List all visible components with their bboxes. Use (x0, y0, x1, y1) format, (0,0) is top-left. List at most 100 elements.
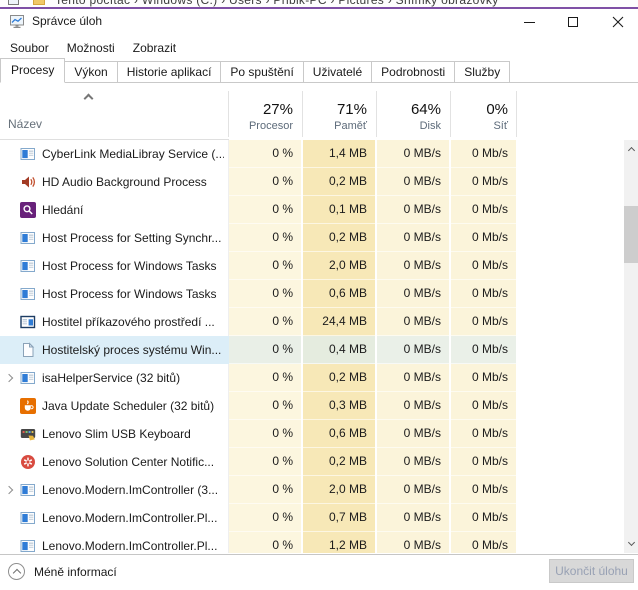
app-window-icon (20, 146, 36, 162)
minimize-button[interactable] (510, 9, 548, 35)
network-cell: 0 Mb/s (451, 392, 516, 420)
process-name: Lenovo Solution Center Notific... (42, 455, 215, 469)
process-list: CyberLink MediaLibray Service (... 0 % 1,4… (0, 140, 624, 553)
network-cell: 0 Mb/s (451, 336, 516, 364)
disk-column-label: Disk (419, 120, 441, 132)
disk-cell: 0 MB/s (377, 280, 449, 308)
expand-chevron-icon[interactable] (4, 373, 14, 383)
maximize-icon (568, 17, 578, 27)
column-name[interactable]: Název (8, 117, 43, 131)
column-cpu[interactable]: 27% Procesor (229, 100, 301, 134)
memory-cell: 0,3 MB (303, 392, 375, 420)
app-window-icon (20, 286, 36, 302)
expand-chevron-icon[interactable] (4, 485, 14, 495)
process-row[interactable]: Host Process for Windows Tasks 0 % 0,6 MB 0… (0, 280, 624, 308)
less-info-toggle[interactable]: Méně informací (8, 563, 117, 580)
vertical-scrollbar (624, 140, 638, 553)
tab-sluzby[interactable]: Služby (454, 61, 511, 83)
tab-procesy[interactable]: Procesy (0, 58, 66, 83)
tab-historie-aplikaci[interactable]: Historie aplikací (116, 61, 222, 83)
tab-vykon[interactable]: Výkon (64, 61, 118, 83)
app-window-icon (20, 482, 36, 498)
task-manager-icon (9, 13, 25, 29)
column-memory[interactable]: 71% Paměť (303, 100, 375, 134)
scroll-up-button[interactable] (624, 142, 638, 156)
process-row[interactable]: isaHelperService (32 bitů) 0 % 0,2 MB 0 MB/… (0, 364, 624, 392)
process-row[interactable]: Hledání 0 % 0,1 MB 0 MB/s 0 Mb/s (0, 196, 624, 224)
process-name: Lenovo.Modern.ImController (3... (42, 483, 219, 497)
speaker-icon (20, 174, 36, 190)
cpu-cell: 0 % (229, 420, 301, 448)
process-row[interactable]: Lenovo.Modern.ImController.Pl... 0 % 0,7 M… (0, 504, 624, 532)
app-window-icon (20, 258, 36, 274)
network-cell: 0 Mb/s (451, 168, 516, 196)
close-button[interactable] (598, 9, 638, 35)
process-row[interactable]: CyberLink MediaLibray Service (... 0 % 1,4… (0, 140, 624, 168)
disk-cell: 0 MB/s (377, 224, 449, 252)
end-task-button[interactable]: Ukončit úlohu (549, 559, 634, 583)
memory-cell: 0,7 MB (303, 504, 375, 532)
process-row[interactable]: Lenovo.Modern.ImController.Pl... 0 % 1,2 M… (0, 532, 624, 553)
disk-cell: 0 MB/s (377, 252, 449, 280)
cpu-cell: 0 % (229, 504, 301, 532)
memory-cell: 1,2 MB (303, 532, 375, 553)
process-row[interactable]: Lenovo.Modern.ImController (3... 0 % 2,0 M… (0, 476, 624, 504)
memory-cell: 0,6 MB (303, 420, 375, 448)
scroll-down-button[interactable] (624, 537, 638, 551)
network-cell: 0 Mb/s (451, 420, 516, 448)
network-cell: 0 Mb/s (451, 448, 516, 476)
memory-cell: 2,0 MB (303, 252, 375, 280)
document-icon (20, 342, 36, 358)
cpu-cell: 0 % (229, 448, 301, 476)
sort-ascending-icon (83, 93, 94, 104)
cpu-cell: 0 % (229, 168, 301, 196)
menu-soubor[interactable]: Soubor (10, 41, 49, 55)
background-explorer-breadcrumb[interactable]: Tento počítač › Windows (C:) › Users › P… (0, 0, 638, 7)
cpu-cell: 0 % (229, 476, 301, 504)
cpu-column-label: Procesor (248, 120, 293, 132)
menu-moznosti[interactable]: Možnosti (66, 41, 115, 55)
disk-cell: 0 MB/s (377, 140, 449, 168)
network-column-label: Síť (493, 120, 508, 132)
process-row[interactable]: Hostitel příkazového prostředí ... 0 % 24,… (0, 308, 624, 336)
tab-po-spusteni[interactable]: Po spuštění (220, 61, 304, 83)
memory-cell: 0,2 MB (303, 168, 375, 196)
disk-cell: 0 MB/s (377, 420, 449, 448)
process-row[interactable]: Host Process for Setting Synchr... 0 % 0,2… (0, 224, 624, 252)
maximize-button[interactable] (554, 9, 592, 35)
column-network[interactable]: 0% Síť (451, 100, 516, 134)
cpu-cell: 0 % (229, 308, 301, 336)
app-window-icon (20, 230, 36, 246)
process-row[interactable]: Hostitelský proces systému Win... 0 % 0,4 … (0, 336, 624, 364)
process-row[interactable]: Java Update Scheduler (32 bitů) 0 % 0,3 MB… (0, 392, 624, 420)
process-name: Lenovo Slim USB Keyboard (42, 427, 191, 441)
network-cell: 0 Mb/s (451, 476, 516, 504)
process-name: CyberLink MediaLibray Service (... (42, 147, 224, 161)
keyboard-icon (20, 426, 36, 442)
process-name: Lenovo.Modern.ImController.Pl... (42, 511, 218, 525)
menu-zobrazit[interactable]: Zobrazit (132, 41, 177, 55)
cmd-window-icon (20, 314, 36, 330)
breadcrumb: Tento počítač › Windows (C:) › Users › P… (55, 0, 499, 7)
cpu-cell: 0 % (229, 364, 301, 392)
scrollbar-thumb[interactable] (624, 206, 638, 263)
menu-bar: Soubor Možnosti Zobrazit (1, 37, 637, 59)
close-icon (612, 16, 624, 28)
cpu-cell: 0 % (229, 280, 301, 308)
search-icon (20, 202, 36, 218)
tab-podrobnosti[interactable]: Podrobnosti (371, 61, 456, 83)
process-row[interactable]: HD Audio Background Process 0 % 0,2 MB 0 MB… (0, 168, 624, 196)
window-title: Správce úloh (32, 14, 103, 28)
memory-cell: 0,2 MB (303, 224, 375, 252)
process-name: Host Process for Windows Tasks (42, 259, 217, 273)
process-name: Hostitel příkazového prostředí ... (42, 315, 215, 329)
memory-cell: 0,2 MB (303, 448, 375, 476)
process-row[interactable]: Lenovo Slim USB Keyboard 0 % 0,6 MB 0 MB/s 0… (0, 420, 624, 448)
process-row[interactable]: Host Process for Windows Tasks 0 % 2,0 MB 0… (0, 252, 624, 280)
memory-cell: 0,1 MB (303, 196, 375, 224)
header-divider (450, 91, 451, 137)
tab-uzivatele[interactable]: Uživatelé (302, 61, 373, 83)
memory-cell: 2,0 MB (303, 476, 375, 504)
column-disk[interactable]: 64% Disk (377, 100, 449, 134)
process-row[interactable]: Lenovo Solution Center Notific... 0 % 0,2 … (0, 448, 624, 476)
